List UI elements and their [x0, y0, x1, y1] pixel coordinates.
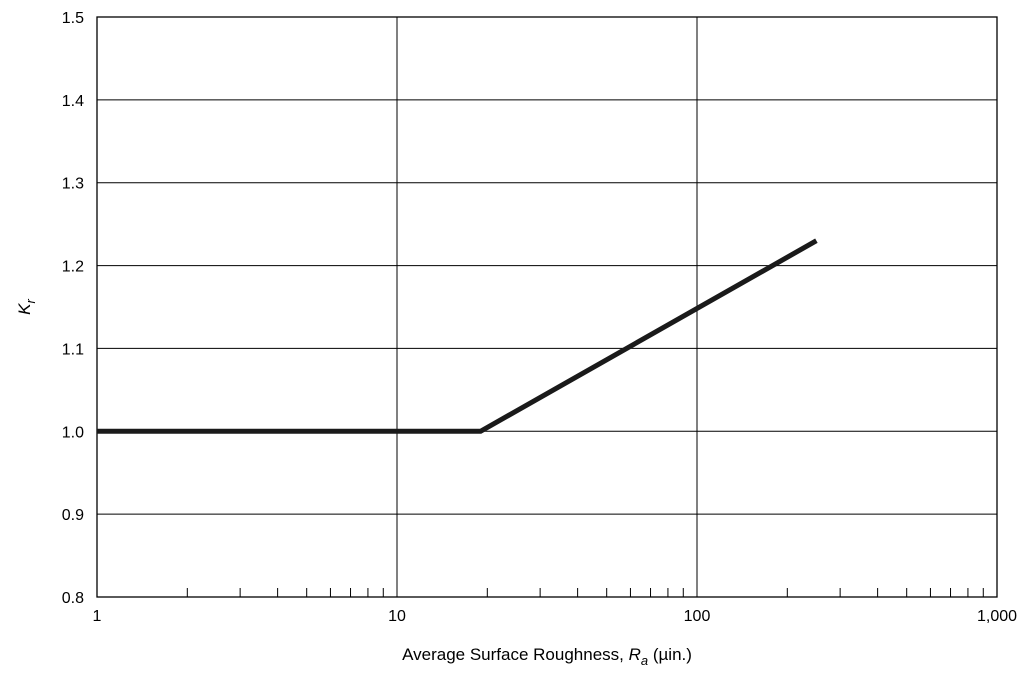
series-group — [97, 238, 818, 434]
y-axis-title-subscript: r — [23, 299, 38, 304]
x-tick-label: 1,000 — [977, 608, 1017, 625]
x-axis-title-prefix: Average Surface Roughness, — [402, 645, 629, 664]
y-axis-title-variable: K — [15, 303, 34, 315]
grid — [96, 16, 998, 598]
x-tick-label: 10 — [388, 608, 406, 625]
y-tick-label: 1.3 — [62, 176, 84, 193]
x-axis-title: Average Surface Roughness, Ra (µin.) — [402, 645, 692, 668]
series-line — [97, 238, 818, 434]
x-tick-labels: 1 10 100 1,000 — [93, 608, 1018, 625]
y-tick-label: 1.1 — [62, 341, 84, 358]
x-tick-label: 1 — [93, 608, 102, 625]
x-axis-title-variable: R — [629, 645, 641, 664]
y-tick-label: 1.0 — [62, 424, 84, 441]
y-tick-labels: 0.8 0.9 1.0 1.1 1.2 1.3 1.4 1.5 — [62, 10, 84, 607]
y-tick-label: 1.5 — [62, 10, 84, 27]
x-axis-title-subscript: a — [641, 653, 648, 668]
x-axis-title-unit: (µin.) — [648, 645, 692, 664]
y-axis-title: Kr — [15, 299, 38, 315]
y-tick-label: 0.9 — [62, 507, 84, 524]
y-tick-label: 0.8 — [62, 590, 84, 607]
y-tick-label: 1.4 — [62, 93, 84, 110]
plot-frame — [96, 16, 998, 598]
x-minor-ticks — [186, 588, 984, 597]
y-tick-label: 1.2 — [62, 259, 84, 276]
x-tick-label: 100 — [684, 608, 711, 625]
